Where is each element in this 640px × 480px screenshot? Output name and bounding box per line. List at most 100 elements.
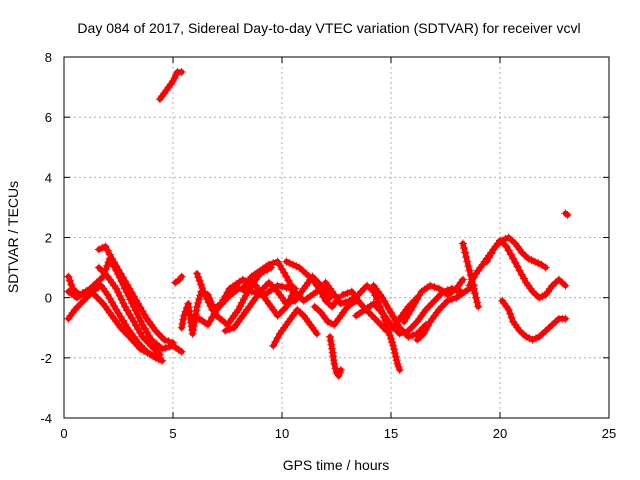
data-point-marker	[288, 260, 297, 269]
data-point-marker	[155, 350, 164, 359]
data-point-marker	[199, 287, 208, 296]
data-point-marker	[136, 317, 145, 326]
data-point-marker	[195, 276, 204, 285]
data-point-marker	[225, 325, 234, 334]
data-point-marker	[390, 349, 399, 357]
data-point-marker	[426, 281, 435, 290]
data-point-marker	[194, 298, 203, 307]
data-point-marker	[390, 345, 399, 354]
data-point-marker	[328, 344, 337, 353]
data-point-marker	[336, 299, 345, 308]
data-point-marker	[108, 298, 116, 307]
data-point-marker	[464, 262, 473, 271]
data-point-marker	[94, 245, 103, 254]
data-point-marker	[129, 317, 138, 326]
data-point-marker	[185, 307, 194, 316]
data-point-marker	[112, 284, 121, 293]
data-point-marker	[528, 335, 537, 344]
data-point-marker	[195, 295, 204, 304]
data-point-marker	[391, 316, 400, 325]
data-point-marker	[458, 239, 467, 248]
series-track-21	[400, 275, 467, 326]
data-point-marker	[474, 302, 483, 311]
data-point-marker	[129, 302, 138, 311]
data-point-marker	[315, 284, 324, 293]
data-point-marker	[194, 273, 203, 282]
data-point-marker	[178, 319, 187, 328]
data-point-marker	[143, 348, 152, 357]
data-point-marker	[458, 275, 467, 284]
y-tick-label: 6	[45, 110, 52, 125]
data-point-marker	[64, 272, 73, 281]
data-point-marker	[443, 296, 452, 305]
series-track-26	[498, 296, 570, 344]
data-point-marker	[169, 338, 177, 347]
data-point-marker	[538, 292, 547, 301]
data-point-marker	[395, 365, 404, 374]
data-point-marker	[248, 280, 257, 289]
data-point-marker	[387, 334, 395, 343]
data-point-marker	[473, 298, 482, 307]
data-point-marker	[103, 261, 112, 270]
data-point-marker	[541, 263, 550, 272]
data-point-marker	[372, 295, 381, 304]
series-track-04	[94, 242, 177, 347]
data-point-marker	[105, 250, 114, 259]
y-tick-label: 4	[45, 170, 52, 185]
series-track-07	[171, 272, 186, 287]
data-point-marker	[527, 256, 536, 265]
x-tick-label: 0	[60, 426, 67, 441]
data-point-marker	[462, 253, 471, 262]
data-point-marker	[472, 293, 480, 302]
data-point-marker	[135, 313, 143, 322]
data-point-marker	[424, 321, 433, 330]
data-point-marker	[98, 244, 107, 252]
data-point-marker	[189, 325, 198, 334]
data-point-marker	[323, 317, 332, 326]
data-point-marker	[327, 340, 336, 349]
data-point-marker	[282, 283, 291, 292]
data-point-marker	[193, 302, 201, 311]
data-point-marker	[203, 294, 211, 303]
data-point-marker	[177, 272, 186, 281]
data-point-marker	[537, 260, 546, 269]
data-point-marker	[196, 280, 205, 289]
data-point-marker	[336, 365, 345, 374]
data-point-marker	[177, 323, 186, 332]
data-point-marker	[160, 335, 169, 344]
data-point-marker	[331, 364, 340, 373]
series-track-10	[195, 281, 321, 329]
data-point-marker	[139, 346, 148, 355]
data-point-marker	[247, 287, 256, 296]
y-tick-label: -2	[40, 351, 52, 366]
data-point-marker	[119, 299, 128, 308]
data-point-marker	[269, 259, 278, 268]
series-band	[414, 282, 477, 343]
x-tick-label: 20	[493, 426, 507, 441]
data-point-marker	[161, 343, 170, 352]
data-point-marker	[164, 337, 173, 346]
data-point-marker	[430, 283, 439, 292]
data-point-marker	[404, 332, 413, 341]
data-point-marker	[389, 341, 398, 350]
data-point-marker	[282, 299, 291, 308]
data-point-marker	[532, 334, 540, 343]
x-tick-label: 5	[169, 426, 176, 441]
data-point-marker	[239, 295, 248, 304]
data-point-marker	[129, 292, 138, 301]
series-track-27	[561, 209, 572, 219]
data-point-marker	[179, 311, 188, 320]
data-point-marker	[264, 260, 273, 269]
data-point-marker	[118, 273, 127, 282]
data-point-marker	[278, 282, 286, 291]
series-track-13	[269, 305, 321, 350]
data-point-marker	[504, 305, 513, 314]
data-point-marker	[561, 314, 570, 323]
data-point-marker	[467, 277, 476, 286]
data-point-marker	[115, 291, 124, 300]
data-point-marker	[75, 290, 84, 299]
data-point-marker	[501, 235, 510, 243]
data-point-marker	[177, 347, 186, 356]
series-track-20	[369, 281, 430, 341]
